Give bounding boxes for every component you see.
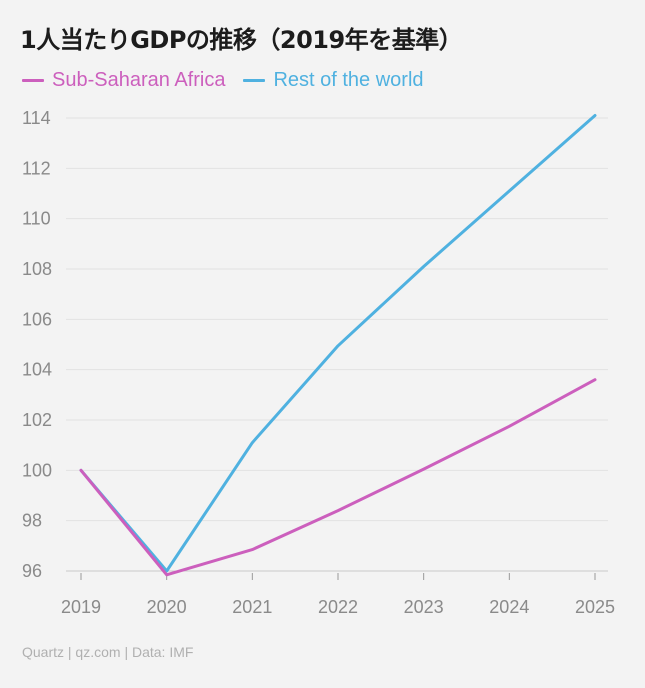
series-line-sub-saharan-africa — [79, 378, 597, 577]
y-tick-label: 106 — [22, 309, 52, 329]
chart-title: 1人当たりGDPの推移（2019年を基準） — [20, 26, 463, 54]
series-line-rest-of-the-world — [79, 114, 597, 573]
x-tick-label: 2024 — [489, 597, 529, 617]
legend-item-sub-saharan-africa: Sub-Saharan Africa — [22, 69, 225, 92]
x-tick-label: 2022 — [318, 597, 358, 617]
chart-series — [79, 114, 597, 577]
chart-legend: Sub-Saharan Africa Rest of the world — [22, 68, 442, 92]
x-tick-label: 2023 — [404, 597, 444, 617]
source-note: Quartz | qz.com | Data: IMF — [22, 644, 194, 660]
y-tick-label: 114 — [22, 108, 51, 128]
legend-swatch-rest-of-the-world — [243, 78, 266, 82]
y-tick-label: 112 — [22, 158, 51, 178]
y-tick-label: 108 — [22, 259, 52, 279]
chart-grid — [66, 117, 608, 572]
y-tick-label: 100 — [22, 460, 52, 480]
x-tick-label: 2021 — [232, 597, 272, 617]
x-tick-label: 2020 — [147, 597, 187, 617]
y-tick-label: 102 — [22, 410, 52, 430]
legend-item-rest-of-the-world: Rest of the world — [243, 68, 424, 92]
legend-label-rest-of-the-world: Rest of the world — [273, 68, 424, 91]
x-tick-label: 2019 — [61, 597, 101, 617]
x-tick-label: 2025 — [575, 597, 615, 617]
y-tick-label: 110 — [22, 209, 51, 229]
y-tick-label: 96 — [22, 561, 42, 581]
chart-axes: 96 98 100 102 104 106 108 110 112 114 2019 2020 2021… — [22, 108, 615, 617]
legend-swatch-sub-saharan-africa — [22, 78, 44, 82]
y-tick-label: 98 — [22, 511, 42, 531]
y-tick-label: 104 — [22, 360, 52, 380]
legend-label-sub-saharan-africa: Sub-Saharan Africa — [52, 68, 226, 91]
